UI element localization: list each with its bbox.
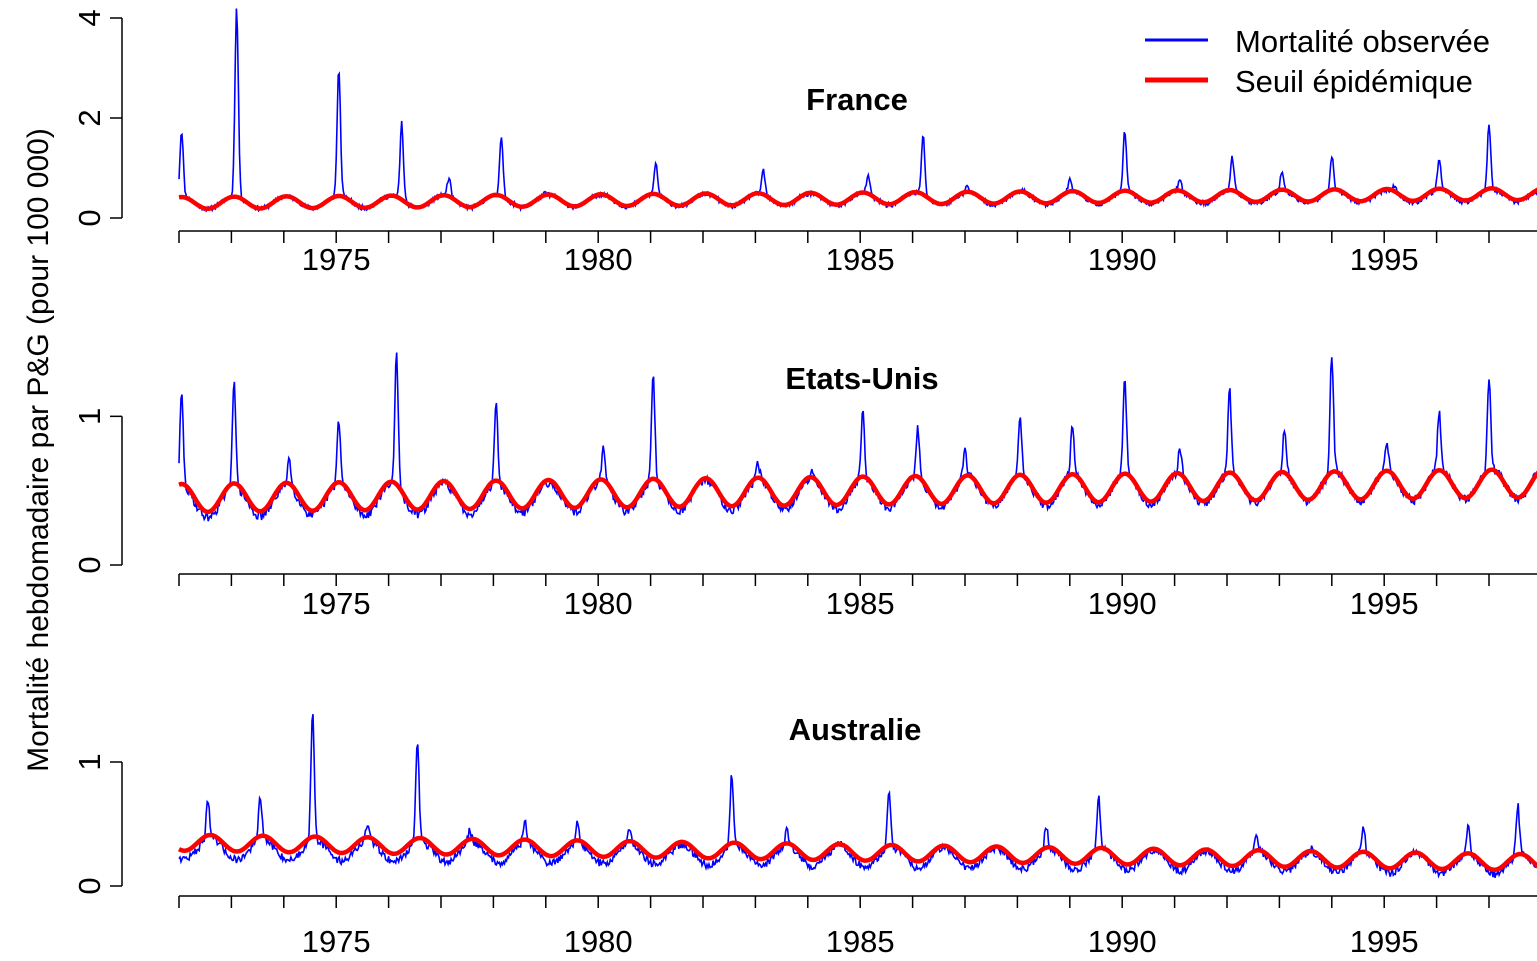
x-tick-label: 1995: [1350, 586, 1419, 621]
y-tick-label: 0: [72, 556, 107, 573]
series-threshold-line: [178, 467, 1537, 515]
x-tick-label: 1985: [826, 242, 895, 277]
y-tick-label: 0: [72, 877, 107, 894]
y-tick-label: 2: [72, 109, 107, 126]
panel-title-france: France: [806, 82, 908, 117]
series-observed-line: [178, 713, 1537, 879]
panel-etats-unis: Etats-Unis 1975 1980 1985 1990 1995 0 1: [72, 352, 1537, 621]
series-etats-unis: [178, 352, 1537, 522]
y-tick-label: 0: [72, 209, 107, 226]
x-tick-label: 1985: [826, 924, 895, 956]
y-tick-label: 4: [72, 9, 107, 26]
panel-france: France 1975 1980 1985 1990 1995 0 2 4: [72, 8, 1537, 277]
axes-etats-unis: 1975 1980 1985 1990 1995 0 1: [72, 408, 1537, 621]
series-threshold-line: [178, 186, 1537, 212]
series-france: [178, 8, 1537, 213]
x-tick-label: 1975: [302, 586, 371, 621]
series-australie: [177, 713, 1537, 879]
x-tick-label: 1995: [1350, 242, 1419, 277]
panel-title-australie: Australie: [789, 712, 922, 747]
x-tick-label: 1975: [302, 242, 371, 277]
x-tick-label: 1975: [302, 924, 371, 956]
x-tick-label: 1990: [1088, 242, 1157, 277]
x-tick-label: 1995: [1350, 924, 1419, 956]
legend-label-threshold: Seuil épidémique: [1235, 64, 1473, 99]
x-tick-label: 1980: [564, 586, 633, 621]
y-tick-label: 1: [72, 408, 107, 425]
y-axis-label: Mortalité hebdomadaire par P&G (pour 100…: [22, 128, 55, 772]
axes-france: 1975 1980 1985 1990 1995 0 2 4: [72, 9, 1537, 277]
x-tick-label: 1990: [1088, 924, 1157, 956]
panel-australie: Australie 1975 1980 1985 1990 1995 0 1: [72, 712, 1537, 959]
panel-title-etats-unis: Etats-Unis: [785, 361, 938, 396]
y-tick-label: 1: [72, 753, 107, 770]
axes-australie: 1975 1980 1985 1990 1995 0 1: [72, 753, 1537, 959]
x-tick-label: 1980: [564, 924, 633, 956]
x-tick-label: 1980: [564, 242, 633, 277]
x-tick-label: 1990: [1088, 586, 1157, 621]
x-tick-label: 1985: [826, 586, 895, 621]
legend: Mortalité observée Seuil épidémique: [1145, 24, 1490, 99]
legend-label-observed: Mortalité observée: [1235, 24, 1490, 59]
series-threshold-line: [177, 832, 1537, 873]
